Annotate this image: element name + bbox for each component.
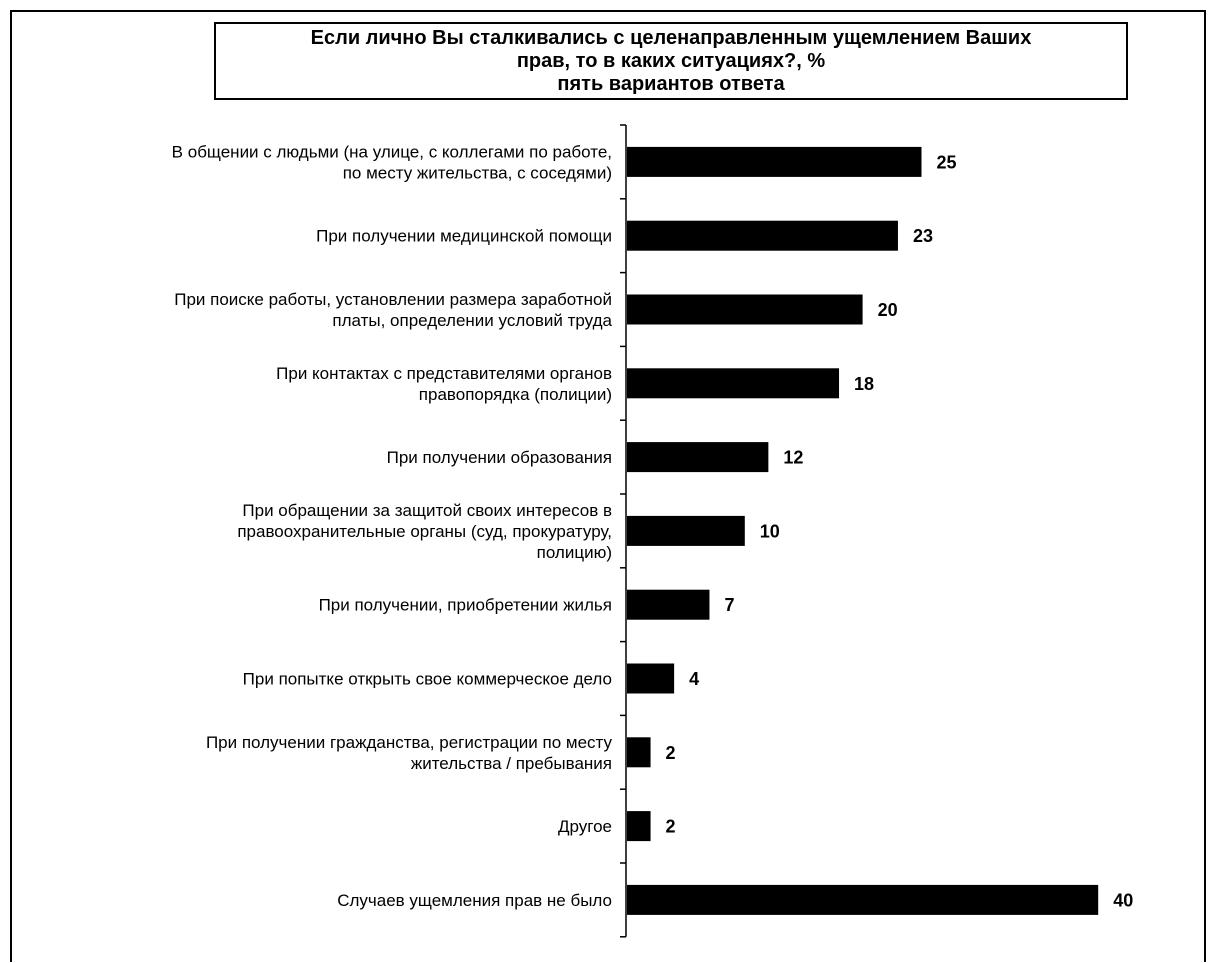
- chart-title-line-3: пять вариантов ответа: [557, 72, 785, 95]
- category-label-3-line-2: платы, определении условий труда: [332, 311, 612, 330]
- data-label-3: 20: [878, 300, 898, 320]
- bar-7: [627, 589, 710, 620]
- category-label-11-line-1: Случаев ущемления прав не было: [337, 891, 612, 910]
- category-label-10-line-1: Другое: [558, 817, 612, 836]
- chart-title-line-1: Если лично Вы сталкивались с целенаправл…: [310, 26, 1032, 49]
- bar-4: [627, 368, 840, 399]
- category-label-6-line-1: При обращении за защитой своих интересов…: [242, 501, 612, 520]
- bar-2: [627, 220, 898, 251]
- category-label-7-line-1: При получении, приобретении жилья: [319, 596, 612, 615]
- bar-11: [627, 884, 1099, 915]
- data-label-11: 40: [1113, 890, 1133, 910]
- bar-1: [627, 146, 922, 177]
- category-label-6-line-3: полицию): [537, 543, 612, 562]
- category-label-1-line-2: по месту жительства, с соседями): [343, 163, 612, 182]
- data-label-4: 18: [854, 374, 874, 394]
- category-label-4-line-1: При контактах с представителями органов: [276, 364, 612, 383]
- bar-5: [627, 442, 769, 473]
- category-label-6-line-2: правоохранительные органы (суд, прокурат…: [237, 522, 612, 541]
- data-label-5: 12: [783, 448, 803, 468]
- category-label-9-line-2: жительства / пребывания: [411, 754, 612, 773]
- data-label-9: 2: [666, 743, 676, 763]
- data-label-7: 7: [724, 595, 734, 615]
- bar-10: [627, 811, 651, 842]
- category-label-8-line-1: При попытке открыть свое коммерческое де…: [243, 670, 612, 689]
- chart-title-line-2: прав, то в каких ситуациях?, %: [516, 49, 826, 72]
- data-label-2: 23: [913, 226, 933, 246]
- bar-9: [627, 737, 651, 768]
- category-label-2-line-1: При получении медицинской помощи: [316, 227, 612, 246]
- bar-6: [627, 515, 745, 546]
- category-label-4-line-2: правопорядка (полиции): [419, 385, 612, 404]
- category-label-3-line-1: При поиске работы, установлении размера …: [174, 290, 612, 309]
- data-label-6: 10: [760, 521, 780, 541]
- category-label-1-line-1: В общении с людьми (на улице, с коллегам…: [172, 142, 612, 161]
- category-label-9-line-1: При получении гражданства, регистрации п…: [206, 733, 613, 752]
- chart-title: Если лично Вы сталкивались с целенаправл…: [214, 22, 1128, 100]
- data-label-8: 4: [689, 669, 699, 689]
- bar-8: [627, 663, 675, 694]
- data-label-1: 25: [937, 152, 957, 172]
- category-label-5-line-1: При получении образования: [387, 448, 612, 467]
- chart-frame: [10, 10, 1206, 962]
- data-label-10: 2: [666, 817, 676, 837]
- bar-3: [627, 294, 863, 325]
